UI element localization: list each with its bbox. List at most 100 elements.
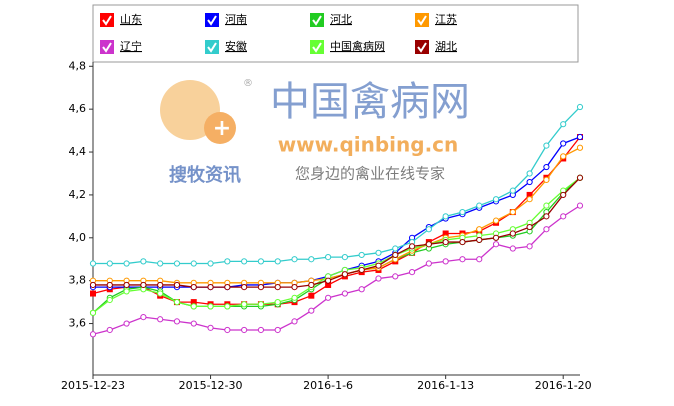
legend-checkbox[interactable] bbox=[415, 40, 429, 54]
point bbox=[543, 213, 550, 220]
point bbox=[576, 103, 584, 111]
legend-label[interactable]: 湖北 bbox=[435, 40, 457, 53]
y-tick-label: 4,2 bbox=[69, 188, 87, 201]
point bbox=[106, 281, 113, 289]
point bbox=[89, 309, 97, 316]
legend-label[interactable]: 安徽 bbox=[225, 39, 247, 53]
point bbox=[526, 178, 533, 186]
point bbox=[492, 217, 500, 224]
point bbox=[123, 281, 130, 289]
point bbox=[90, 290, 96, 297]
point bbox=[576, 174, 584, 181]
series-line bbox=[92, 136, 581, 305]
point bbox=[392, 273, 399, 280]
legend-checkbox[interactable] bbox=[205, 40, 219, 54]
point bbox=[173, 260, 181, 267]
point bbox=[224, 258, 231, 265]
point bbox=[392, 245, 399, 252]
point bbox=[325, 277, 332, 284]
legend-label[interactable]: 中国禽病网 bbox=[330, 39, 385, 53]
point bbox=[123, 260, 130, 267]
point bbox=[190, 284, 197, 291]
point bbox=[173, 318, 181, 325]
point bbox=[459, 256, 466, 263]
y-tick-label: 4,6 bbox=[69, 102, 87, 115]
legend-item[interactable]: 江苏 bbox=[415, 13, 457, 27]
point bbox=[358, 266, 365, 274]
point bbox=[207, 284, 214, 291]
point bbox=[476, 202, 483, 209]
legend-checkbox[interactable] bbox=[415, 13, 429, 27]
point bbox=[308, 256, 315, 263]
point bbox=[291, 256, 298, 263]
point bbox=[308, 307, 315, 314]
legend-check bbox=[417, 15, 427, 26]
point bbox=[526, 170, 533, 177]
legend-item[interactable]: 河南 bbox=[205, 13, 247, 27]
point bbox=[123, 288, 130, 295]
legend-label[interactable]: 河北 bbox=[330, 13, 352, 26]
point bbox=[190, 320, 197, 327]
legend-item[interactable]: 河北 bbox=[310, 13, 352, 27]
point bbox=[358, 286, 365, 293]
point bbox=[89, 260, 97, 267]
point bbox=[241, 284, 248, 291]
legend-item[interactable]: 辽宁 bbox=[100, 39, 142, 54]
point bbox=[241, 258, 248, 265]
x-tick-label: 2016-1-20 bbox=[535, 379, 592, 392]
y-tick-label: 4,4 bbox=[69, 145, 87, 158]
point bbox=[425, 241, 432, 248]
y-tick-label: 3,8 bbox=[69, 274, 87, 287]
point bbox=[157, 260, 164, 267]
point bbox=[576, 133, 584, 141]
legend-check bbox=[102, 15, 112, 26]
legend-item[interactable]: 安徽 bbox=[205, 39, 247, 54]
legend-checkbox[interactable] bbox=[100, 40, 114, 54]
legend-label[interactable]: 山东 bbox=[120, 13, 142, 26]
point bbox=[526, 196, 533, 203]
legend-item[interactable]: 中国禽病网 bbox=[310, 39, 385, 54]
series-line bbox=[92, 205, 581, 335]
series-line bbox=[93, 136, 581, 288]
legend-checkbox[interactable] bbox=[205, 13, 219, 27]
point bbox=[408, 243, 416, 250]
watermark-url: www.qinbing.cn bbox=[278, 133, 459, 157]
point bbox=[173, 299, 181, 306]
point bbox=[207, 324, 214, 331]
point bbox=[257, 301, 265, 308]
point bbox=[476, 226, 483, 233]
point bbox=[207, 260, 214, 267]
point bbox=[459, 208, 466, 216]
point bbox=[291, 294, 298, 301]
point bbox=[576, 144, 584, 151]
legend-item[interactable]: 山东 bbox=[100, 13, 142, 27]
legend-label[interactable]: 辽宁 bbox=[120, 39, 142, 53]
point bbox=[157, 316, 164, 323]
legend-item[interactable]: 湖北 bbox=[415, 40, 457, 54]
point bbox=[358, 251, 365, 259]
legend-checkbox[interactable] bbox=[310, 13, 324, 27]
legend-label[interactable]: 江苏 bbox=[435, 13, 457, 26]
point bbox=[442, 213, 449, 220]
point bbox=[224, 284, 231, 291]
point bbox=[89, 281, 97, 289]
point bbox=[560, 121, 567, 128]
legend-check bbox=[312, 15, 322, 26]
legend-checkbox[interactable] bbox=[310, 40, 324, 54]
legend-checkbox[interactable] bbox=[100, 13, 114, 27]
y-tick-label: 3,6 bbox=[69, 317, 87, 330]
y-tick-label: 4,8 bbox=[69, 59, 87, 72]
legend-label[interactable]: 河南 bbox=[225, 13, 247, 26]
logo-reg: ® bbox=[243, 78, 253, 89]
point bbox=[291, 284, 298, 291]
point bbox=[341, 253, 348, 261]
legend-box bbox=[92, 4, 579, 63]
point bbox=[241, 301, 248, 308]
logo-plus: + bbox=[213, 116, 231, 141]
point bbox=[476, 236, 483, 244]
point bbox=[274, 284, 281, 291]
watermark: + ® 中国禽病网 www.qinbing.cn 搜牧资讯 您身边的禽业在线专家 bbox=[160, 78, 470, 186]
point bbox=[425, 226, 432, 233]
point bbox=[576, 202, 584, 209]
point bbox=[560, 153, 567, 160]
